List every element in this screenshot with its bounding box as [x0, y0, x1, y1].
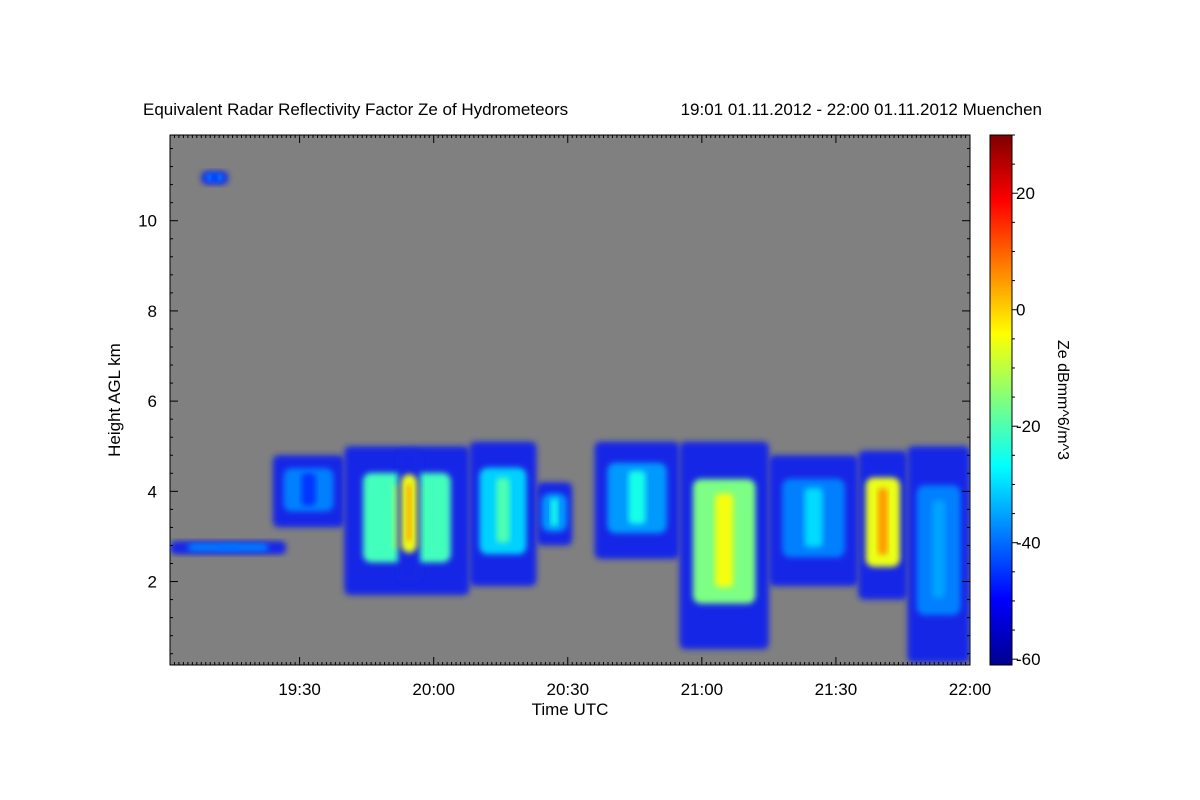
colorbar-ticks: -60 -40 -20 0 20: [1012, 134, 1041, 669]
axis-ticks: [170, 135, 971, 665]
x-tick-label: 20:30: [546, 680, 589, 699]
x-tick-label: 20:00: [412, 680, 455, 699]
y-tick-label: 2: [148, 573, 157, 592]
cloud-feature: [469, 441, 537, 587]
colorbar-label: Ze dBmm^6/m^3: [1054, 340, 1071, 460]
cloud-feature: [907, 446, 970, 663]
y-axis-tick-labels: 2 4 6 8 10: [138, 212, 157, 592]
chart-subtitle: 19:01 01.11.2012 - 22:00 01.11.2012 Muen…: [681, 100, 1042, 119]
cloud-feature: [594, 441, 680, 559]
x-tick-label: 21:30: [815, 680, 858, 699]
colorbar-tick-label: -20: [1016, 417, 1041, 436]
x-tick-label: 19:30: [278, 680, 321, 699]
x-tick-label: 21:00: [681, 680, 724, 699]
chart-title: Equivalent Radar Reflectivity Factor Ze …: [143, 100, 568, 119]
x-axis-label: Time UTC: [532, 700, 609, 719]
colorbar-tick-label: -60: [1016, 650, 1041, 669]
cloud-feature: [201, 171, 229, 185]
x-axis-tick-labels: 19:30 20:00 20:30 21:00 21:30 22:00: [278, 680, 991, 699]
cloud-feature: [272, 455, 345, 528]
y-tick-label: 8: [148, 302, 157, 321]
cloud-feature: [170, 540, 287, 555]
colorbar: [989, 134, 1013, 666]
cloud-feature: [397, 450, 421, 582]
cloud-feature: [858, 450, 908, 600]
cloud-feature: [768, 455, 859, 587]
x-tick-label: 22:00: [949, 680, 992, 699]
cloud-feature: [536, 482, 573, 546]
cloud-feature: [679, 441, 769, 650]
colorbar-tick-label: 20: [1016, 184, 1035, 203]
y-axis-label: Height AGL km: [105, 343, 124, 457]
y-tick-label: 6: [148, 392, 157, 411]
colorbar-tick-label: 0: [1016, 301, 1025, 320]
reflectivity-field: [170, 171, 970, 663]
y-tick-label: 4: [148, 482, 157, 501]
y-tick-label: 10: [138, 212, 157, 231]
colorbar-tick-label: -40: [1016, 534, 1041, 553]
